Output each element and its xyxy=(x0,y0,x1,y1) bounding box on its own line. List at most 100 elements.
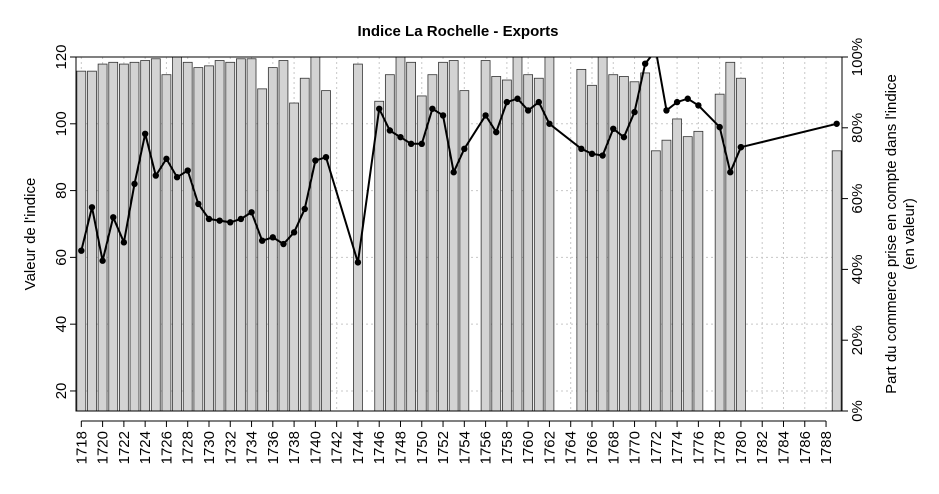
x-tick-label: 1780 xyxy=(733,431,750,464)
index-point xyxy=(141,130,149,138)
x-tick-label: 1776 xyxy=(690,431,707,464)
index-point xyxy=(663,107,670,114)
bar xyxy=(523,74,534,412)
x-tick-label: 1722 xyxy=(116,431,133,464)
bar xyxy=(204,65,214,412)
x-tick-label: 1766 xyxy=(584,431,601,464)
index-line xyxy=(740,122,837,149)
bar xyxy=(533,77,544,412)
x-tick-label: 1738 xyxy=(286,431,303,464)
bar xyxy=(725,61,736,412)
y-tick-label: 100 xyxy=(53,111,70,136)
index-point xyxy=(407,140,415,148)
bar xyxy=(246,58,257,412)
bar xyxy=(629,81,640,412)
index-point xyxy=(524,107,532,114)
bar xyxy=(395,56,406,412)
bar xyxy=(236,58,246,412)
index-point xyxy=(578,145,585,153)
index-point xyxy=(237,215,245,223)
bar xyxy=(831,150,842,412)
y-tick-label: 120 xyxy=(53,44,70,69)
index-point xyxy=(833,120,840,127)
index-point xyxy=(397,133,404,141)
x-tick-label: 1730 xyxy=(201,431,218,464)
y-axis-right-label-line2: (en valeur) xyxy=(901,198,918,270)
bar xyxy=(597,56,608,412)
bar xyxy=(310,56,321,412)
index-point xyxy=(216,217,223,224)
bar xyxy=(374,100,385,412)
index-point xyxy=(88,204,96,211)
x-tick-label: 1736 xyxy=(265,431,282,464)
bar xyxy=(587,84,597,412)
x-tick-label: 1748 xyxy=(392,431,409,464)
x-tick-label: 1788 xyxy=(818,431,835,464)
bar xyxy=(672,118,682,412)
index-point xyxy=(684,95,691,102)
y-right-tick-label: 80% xyxy=(849,113,866,143)
bar xyxy=(619,76,629,412)
bar xyxy=(736,77,746,412)
index-point xyxy=(727,169,734,176)
index-point xyxy=(376,105,383,112)
x-tick-label: 1756 xyxy=(478,431,495,464)
y-tick-label: 60 xyxy=(53,249,70,266)
bar xyxy=(214,60,225,412)
x-tick-label: 1718 xyxy=(73,431,90,464)
x-tick-label: 1760 xyxy=(520,431,537,464)
index-point xyxy=(653,47,659,53)
bar xyxy=(150,58,161,412)
index-point xyxy=(99,257,106,264)
bar xyxy=(289,102,299,412)
index-point xyxy=(620,133,628,141)
x-tick-label: 1726 xyxy=(158,431,175,464)
index-point xyxy=(716,123,723,131)
x-tick-label: 1784 xyxy=(775,431,792,464)
index-point xyxy=(227,219,234,226)
index-point xyxy=(439,112,447,119)
bar xyxy=(406,61,416,412)
index-point xyxy=(248,209,255,216)
index-point xyxy=(173,174,181,181)
y-right-tick-label: 40% xyxy=(849,254,866,284)
index-point xyxy=(631,108,638,116)
x-tick-label: 1742 xyxy=(329,431,346,464)
index-point xyxy=(737,143,745,151)
index-point xyxy=(78,247,85,254)
index-point xyxy=(312,157,319,164)
bar xyxy=(97,63,108,412)
index-point xyxy=(450,169,457,176)
x-tick-label: 1764 xyxy=(563,431,580,464)
index-point xyxy=(493,128,500,136)
index-point xyxy=(354,259,362,266)
bar xyxy=(693,130,704,412)
bar xyxy=(129,61,140,412)
y-right-tick-label: 60% xyxy=(849,184,866,214)
x-tick-label: 1782 xyxy=(754,431,771,464)
index-point xyxy=(131,180,138,188)
y-axis-right-label-line1: Part du commerce prise en compte dans l'… xyxy=(883,74,900,394)
index-point xyxy=(386,127,394,134)
x-tick-label: 1750 xyxy=(414,431,431,464)
index-point xyxy=(610,125,617,133)
index-point xyxy=(535,98,542,106)
index-point xyxy=(514,95,521,102)
x-tick-label: 1762 xyxy=(541,431,558,464)
index-point xyxy=(120,239,128,246)
index-point xyxy=(482,112,489,119)
y-axis-label: Valeur de l'indice xyxy=(22,178,39,291)
x-tick-label: 1744 xyxy=(350,431,367,464)
bar xyxy=(140,60,151,412)
bar xyxy=(448,60,459,412)
x-tick-label: 1720 xyxy=(95,431,112,464)
y-tick-label: 40 xyxy=(53,316,70,333)
index-point xyxy=(110,214,117,221)
index-point xyxy=(301,205,308,213)
index-point xyxy=(322,153,330,161)
bar xyxy=(299,77,310,412)
x-tick-label: 1724 xyxy=(137,431,154,464)
bar xyxy=(640,72,651,412)
